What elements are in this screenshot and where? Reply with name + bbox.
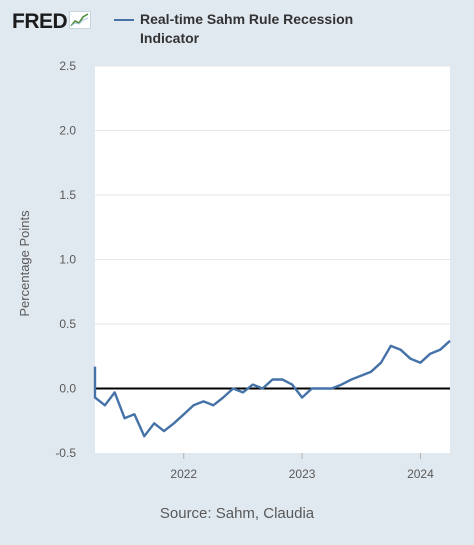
series-line: [93, 339, 451, 438]
legend-swatch: [114, 19, 134, 21]
y-tick-label: -0.5: [55, 446, 76, 460]
y-tick-label: 0.0: [59, 382, 76, 396]
legend-series-label: Real-time Sahm Rule Recession Indicator: [140, 11, 354, 46]
y-tick-label: 0.5: [59, 317, 76, 331]
chart-legend: Real-time Sahm Rule Recession Indicator: [114, 10, 384, 48]
fred-chart-icon: [69, 10, 92, 34]
y-axis-label: Percentage Points: [17, 210, 32, 317]
x-tick-label: 2023: [289, 467, 316, 481]
y-tick-label: 2.5: [59, 59, 76, 73]
x-axis-ticks: 2022 2023 2024: [170, 453, 434, 481]
y-tick-label: 1.0: [59, 253, 76, 267]
y-tick-label: 2.0: [59, 124, 76, 138]
fred-logo[interactable]: FRED: [12, 10, 92, 34]
fred-logo-text: FRED: [12, 10, 68, 33]
x-tick-label: 2022: [170, 467, 197, 481]
x-tick-label: 2024: [407, 467, 434, 481]
source-note: Source: Sahm, Claudia: [159, 505, 315, 522]
y-axis-ticks: -0.5 0.0 0.5 1.0 1.5 2.0 2.5: [55, 59, 76, 460]
y-tick-label: 1.5: [59, 188, 76, 202]
